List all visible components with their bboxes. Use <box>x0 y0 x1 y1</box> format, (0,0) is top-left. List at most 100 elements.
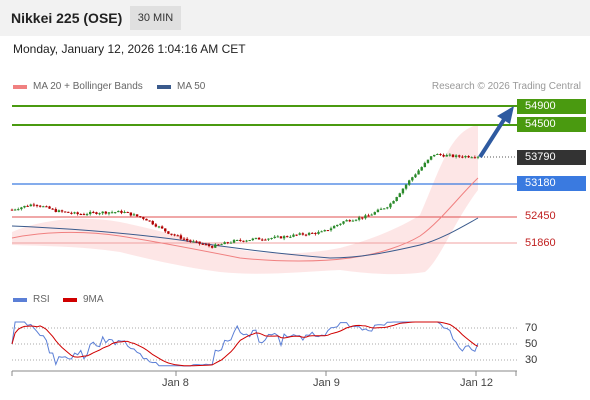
level-label-51860: 51860 <box>525 237 556 249</box>
rsi-axis-50: 50 <box>525 338 538 350</box>
candle-body <box>354 219 358 221</box>
candle-body <box>270 238 273 240</box>
candle-body <box>267 238 270 240</box>
x-label-jan8: Jan 8 <box>162 377 189 389</box>
candle-body <box>320 231 323 233</box>
candle-body <box>467 156 470 158</box>
candle-body <box>95 212 98 214</box>
candle-body <box>336 224 339 227</box>
candle-body <box>395 197 398 201</box>
candle-body <box>417 170 420 175</box>
candle-body <box>92 211 95 213</box>
candle-body <box>314 232 317 234</box>
candle-body <box>101 211 104 214</box>
candle-body <box>82 214 86 216</box>
candle-body <box>295 234 298 236</box>
bollinger-band-area <box>12 125 478 275</box>
instrument-title: Nikkei 225 (OSE) <box>11 10 123 26</box>
candle-body <box>326 230 330 232</box>
candle-body <box>248 240 251 242</box>
candle-body <box>389 203 392 208</box>
candle-body <box>451 154 455 157</box>
candle-body <box>79 214 83 216</box>
candle-body <box>129 212 133 216</box>
candle-body <box>139 216 142 218</box>
candle-body <box>348 220 351 222</box>
rsi-ma-line <box>11 321 479 367</box>
candle-body <box>282 236 286 239</box>
candle-body <box>151 221 154 225</box>
candle-body <box>423 162 427 168</box>
candle-body <box>117 210 120 213</box>
candle-body <box>60 210 64 212</box>
candle-body <box>13 209 17 211</box>
timeframe-button[interactable]: 30 MIN <box>130 6 181 30</box>
ma9-swatch <box>63 297 77 302</box>
candle-body <box>45 206 48 208</box>
candle-body <box>123 211 126 213</box>
candle-body <box>207 244 211 247</box>
candle-body <box>307 232 311 235</box>
candle-body <box>345 220 348 222</box>
legend-ma20: MA 20 + Bollinger Bands <box>13 81 143 92</box>
candle-body <box>286 236 289 238</box>
candle-body <box>192 241 195 243</box>
candle-body <box>323 230 326 232</box>
candle-body <box>261 239 264 241</box>
candle-body <box>301 233 305 235</box>
candle-body <box>195 241 198 243</box>
candle-body <box>235 239 239 241</box>
candle-body <box>88 211 92 215</box>
candle-body <box>351 220 355 222</box>
candle-body <box>167 231 170 234</box>
candle-body <box>276 236 280 238</box>
candle-body <box>148 220 151 222</box>
candle-body <box>38 205 42 207</box>
candle-body <box>461 156 464 158</box>
x-label-jan9: Jan 9 <box>313 377 340 389</box>
candle-body <box>367 215 370 217</box>
candle-body <box>176 235 179 237</box>
legend-rsi: RSI <box>13 294 50 305</box>
candlestick-series <box>10 153 480 249</box>
candle-body <box>54 209 57 212</box>
candle-body <box>98 213 101 215</box>
candle-body <box>48 206 51 209</box>
candle-body <box>458 155 461 157</box>
candle-body <box>10 209 14 211</box>
candle-body <box>73 212 76 214</box>
candle-body <box>29 204 32 207</box>
candle-body <box>361 217 364 219</box>
candle-body <box>51 208 54 210</box>
level-label-52450: 52450 <box>525 210 556 222</box>
candle-body <box>473 157 477 159</box>
level-label-53180: 53180 <box>517 176 586 191</box>
ma20-line <box>11 177 479 262</box>
candle-body <box>198 241 201 244</box>
candle-body <box>170 233 173 235</box>
candle-body <box>464 156 467 158</box>
candle-body <box>63 211 67 213</box>
candle-body <box>364 215 367 219</box>
timestamp: Monday, January 12, 2026 1:04:16 AM CET <box>13 42 246 56</box>
candle-body <box>226 242 229 244</box>
rsi-axis-70: 70 <box>525 322 538 334</box>
candle-body <box>292 234 295 237</box>
candle-body <box>420 167 423 171</box>
candle-body <box>245 240 248 242</box>
legend-9ma: 9MA <box>63 294 104 305</box>
candle-body <box>476 156 480 158</box>
candle-body <box>426 159 430 163</box>
candle-body <box>298 233 301 235</box>
rsi-swatch <box>13 297 27 302</box>
candle-body <box>214 244 217 248</box>
candle-body <box>76 212 79 215</box>
header-bar: Nikkei 225 (OSE) 30 MIN <box>0 0 590 36</box>
level-label-54900: 54900 <box>517 99 586 114</box>
candle-body <box>454 155 458 157</box>
candle-body <box>436 153 439 155</box>
candle-body <box>185 238 189 241</box>
candle-body <box>317 231 320 234</box>
candle-body <box>392 200 395 204</box>
